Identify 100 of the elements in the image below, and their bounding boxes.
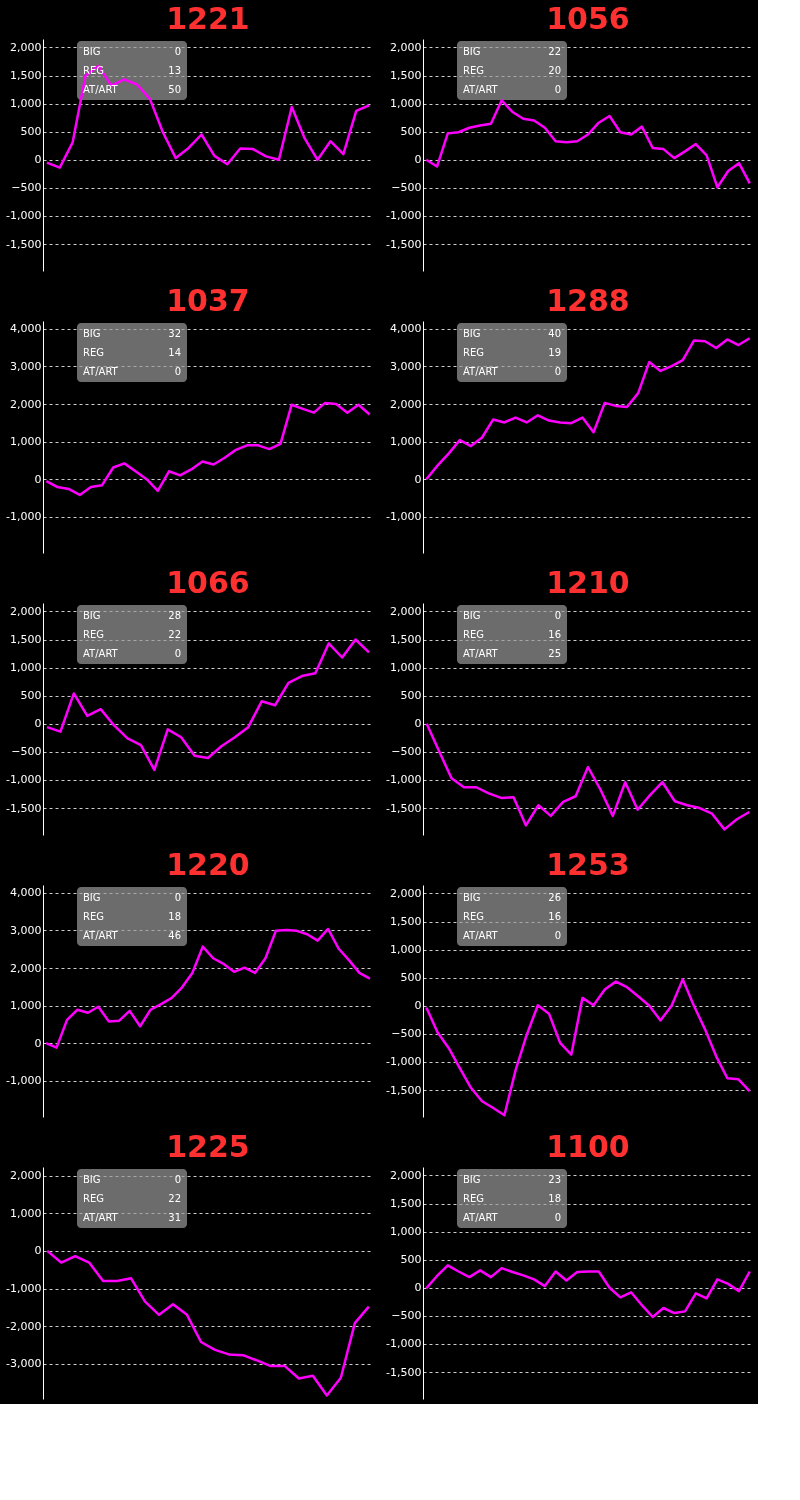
y-tick-label: 500 — [400, 689, 422, 703]
chart-title: 1210 — [546, 565, 630, 600]
y-tick-label: -1,500 — [6, 801, 42, 815]
annotation: REG — [463, 1193, 485, 1204]
y-tick-label: −500 — [391, 181, 422, 195]
y-tick-label: 0 — [34, 1036, 42, 1050]
annotation: 23 — [548, 1174, 561, 1185]
annotation: BIG — [463, 610, 481, 621]
y-tick-label: 500 — [400, 971, 422, 985]
y-tick-label: -1,000 — [386, 1337, 422, 1351]
y-tick-label: -1,000 — [6, 510, 42, 524]
y-tick-label: 3,000 — [10, 359, 42, 373]
y-tick-label: -1,000 — [386, 209, 422, 223]
annotation: 14 — [168, 347, 181, 358]
y-tick-label: 1,000 — [10, 97, 42, 111]
chart-title: 1220 — [166, 847, 250, 882]
y-tick-label: 2,000 — [390, 886, 422, 900]
y-tick-label: 3,000 — [390, 359, 422, 373]
y-tick-label: 500 — [400, 1253, 422, 1267]
chart-title: 1221 — [166, 1, 250, 36]
annotation: AT/ART — [463, 366, 499, 377]
line-series — [44, 927, 372, 1049]
y-tick-label: -1,500 — [386, 1083, 422, 1097]
y-tick-label: 2,000 — [10, 40, 42, 54]
y-tick-label: 1,500 — [390, 1197, 422, 1211]
y-tick-label: 2,000 — [390, 1168, 422, 1182]
y-tick-label: −500 — [391, 1309, 422, 1323]
y-tick-label: 1,500 — [10, 633, 42, 647]
y-tick-label: 0 — [414, 1281, 422, 1295]
annotation: 0 — [554, 610, 561, 621]
y-tick-label: 1,000 — [390, 943, 422, 957]
y-tick-label: 500 — [400, 125, 422, 139]
y-tick-label: 0 — [34, 1244, 42, 1258]
y-tick-label: −500 — [11, 745, 42, 759]
annotation: 25 — [548, 648, 561, 659]
y-tick-label: 1,000 — [390, 97, 422, 111]
annotation: 26 — [548, 892, 561, 903]
y-tick-label: −500 — [391, 1027, 422, 1041]
y-tick-label: 1,000 — [390, 661, 422, 675]
y-tick-label: 0 — [414, 472, 422, 486]
y-tick-label: 0 — [34, 153, 42, 167]
annotation: 0 — [554, 1212, 561, 1223]
chart-title: 1225 — [166, 1129, 250, 1164]
y-tick-label: 1,000 — [10, 661, 42, 675]
annotation: BIG — [83, 46, 101, 57]
y-tick-label: 2,000 — [390, 604, 422, 618]
annotation: 0 — [554, 366, 561, 377]
annotation: AT/ART — [463, 648, 499, 659]
y-tick-label: 4,000 — [10, 886, 42, 900]
y-tick-label: 1,000 — [10, 999, 42, 1013]
line-series — [45, 401, 371, 497]
annotation: AT/ART — [83, 930, 119, 941]
annotation: AT/ART — [83, 366, 119, 377]
annotation: 46 — [168, 930, 181, 941]
annotation: 16 — [548, 629, 561, 640]
line-series — [425, 722, 751, 831]
annotation: 0 — [554, 930, 561, 941]
y-tick-label: 0 — [34, 717, 42, 731]
y-tick-label: 3,000 — [10, 923, 42, 937]
annotation: 0 — [174, 46, 181, 57]
annotation: 16 — [548, 911, 561, 922]
annotation: AT/ART — [83, 648, 119, 659]
annotation: BIG — [463, 1174, 481, 1185]
y-tick-label: 2,000 — [10, 397, 42, 411]
annotation: 32 — [168, 328, 181, 339]
annotation: REG — [463, 629, 485, 640]
y-tick-label: 500 — [20, 125, 42, 139]
y-tick-label: 1,500 — [10, 69, 42, 83]
annotation: REG — [463, 347, 485, 358]
y-tick-label: 2,000 — [390, 40, 422, 54]
annotation: 0 — [174, 1174, 181, 1185]
annotation: 20 — [548, 65, 561, 76]
y-tick-label: 1,500 — [390, 633, 422, 647]
annotation: 18 — [548, 1193, 561, 1204]
annotation: 28 — [168, 610, 181, 621]
annotation: AT/ART — [463, 930, 499, 941]
annotation: REG — [463, 911, 485, 922]
y-tick-label: -1,500 — [386, 237, 422, 251]
annotation: AT/ART — [83, 84, 119, 95]
annotation: REG — [463, 65, 485, 76]
y-tick-label: -1,000 — [6, 209, 42, 223]
y-tick-label: -1,000 — [386, 773, 422, 787]
annotation: 19 — [548, 347, 561, 358]
y-tick-label: 2,000 — [10, 961, 42, 975]
annotation: 13 — [168, 65, 181, 76]
y-tick-label: -1,000 — [6, 1074, 42, 1088]
annotation: 22 — [168, 1193, 181, 1204]
annotation: 22 — [168, 629, 181, 640]
y-tick-label: 1,500 — [390, 915, 422, 929]
annotation: AT/ART — [463, 1212, 499, 1223]
y-tick-label: 1,000 — [10, 1206, 42, 1220]
line-series — [424, 1264, 752, 1319]
chart-title: 1056 — [546, 1, 630, 36]
y-tick-label: 4,000 — [10, 322, 42, 336]
annotation: REG — [83, 911, 105, 922]
annotation: BIG — [463, 46, 481, 57]
y-tick-label: 4,000 — [390, 322, 422, 336]
y-tick-label: -1,000 — [386, 1055, 422, 1069]
y-tick-label: 0 — [34, 472, 42, 486]
annotation: 22 — [548, 46, 561, 57]
